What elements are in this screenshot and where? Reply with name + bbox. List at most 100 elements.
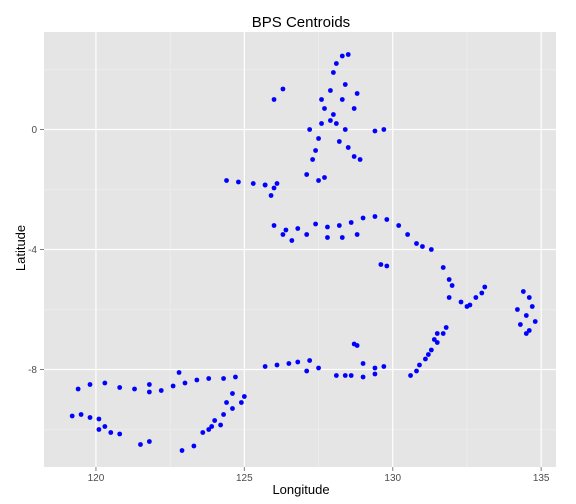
data-point: [372, 371, 378, 377]
data-point: [360, 215, 366, 221]
data-point: [330, 70, 336, 75]
data-point: [446, 295, 452, 300]
data-point: [146, 389, 152, 395]
data-point: [520, 289, 526, 294]
data-point: [108, 430, 114, 435]
data-point: [339, 235, 345, 240]
data-point: [473, 295, 479, 300]
data-point: [117, 385, 123, 390]
data-point: [69, 413, 75, 419]
data-point: [206, 427, 212, 432]
data-point: [224, 178, 229, 183]
y-tick-label: 0: [31, 125, 37, 136]
x-axis-ticks: 120 125 130 135: [88, 467, 550, 484]
data-point: [440, 265, 446, 270]
x-tick-label: 130: [384, 473, 401, 484]
data-point: [526, 328, 532, 333]
data-point: [78, 412, 84, 417]
data-point: [146, 382, 152, 387]
data-point: [345, 145, 351, 150]
y-tick-label: -4: [28, 245, 37, 256]
data-point: [262, 364, 268, 369]
data-point: [384, 217, 390, 222]
data-point: [443, 325, 449, 330]
data-point: [313, 221, 318, 227]
data-point: [179, 448, 185, 453]
data-point: [138, 442, 143, 447]
data-point: [96, 427, 102, 432]
data-point: [482, 284, 488, 290]
data-point: [271, 185, 277, 191]
data-point: [523, 331, 529, 336]
data-point: [250, 181, 256, 186]
data-point: [384, 263, 390, 269]
data-point: [87, 415, 93, 420]
data-point: [464, 304, 470, 309]
data-point: [354, 91, 360, 96]
data-point: [262, 182, 268, 188]
data-point: [414, 368, 419, 374]
data-point: [532, 319, 538, 324]
data-point: [236, 179, 241, 185]
data-point: [289, 238, 295, 243]
data-point: [146, 439, 152, 444]
x-tick-label: 120: [88, 473, 105, 484]
data-point: [428, 347, 434, 353]
y-tick-label: -8: [28, 365, 37, 376]
data-point: [307, 358, 313, 363]
data-point: [434, 340, 440, 345]
data-point: [194, 377, 200, 383]
data-point: [342, 127, 348, 132]
data-point: [319, 121, 324, 126]
data-point: [304, 172, 310, 177]
data-point: [221, 412, 226, 417]
data-point: [268, 193, 274, 198]
data-points: [69, 52, 538, 453]
data-point: [283, 227, 289, 233]
data-point: [333, 373, 339, 378]
data-point: [330, 112, 336, 117]
data-point: [280, 232, 286, 237]
data-point: [295, 226, 301, 231]
data-point: [523, 313, 529, 318]
data-point: [280, 86, 286, 92]
data-point: [322, 106, 327, 111]
data-point: [372, 128, 378, 134]
x-tick-label: 135: [533, 473, 550, 484]
data-point: [158, 388, 164, 393]
data-point: [274, 362, 280, 368]
data-point: [271, 97, 277, 102]
data-point: [431, 337, 437, 342]
data-point: [333, 61, 339, 66]
data-point: [526, 295, 532, 300]
data-point: [241, 394, 247, 399]
data-point: [209, 424, 215, 429]
data-point: [440, 331, 446, 336]
data-point: [420, 244, 425, 249]
data-point: [238, 400, 244, 405]
data-point: [348, 373, 354, 378]
data-point: [304, 232, 310, 237]
data-point: [75, 386, 81, 392]
data-point: [233, 374, 238, 380]
data-point: [102, 424, 108, 429]
data-point: [333, 121, 339, 126]
data-point: [446, 277, 452, 282]
data-point: [458, 299, 464, 305]
data-point: [408, 373, 413, 378]
data-point: [316, 365, 321, 371]
data-point: [339, 97, 345, 102]
data-point: [405, 232, 410, 237]
data-point: [176, 370, 182, 375]
data-point: [310, 157, 316, 162]
data-point: [342, 82, 348, 87]
data-point: [182, 380, 188, 386]
data-point: [357, 157, 363, 162]
data-point: [449, 283, 455, 288]
data-point: [218, 422, 224, 428]
data-point: [170, 383, 176, 389]
data-point: [517, 322, 523, 327]
data-point: [417, 362, 422, 368]
data-point: [325, 235, 330, 240]
data-point: [434, 331, 440, 336]
